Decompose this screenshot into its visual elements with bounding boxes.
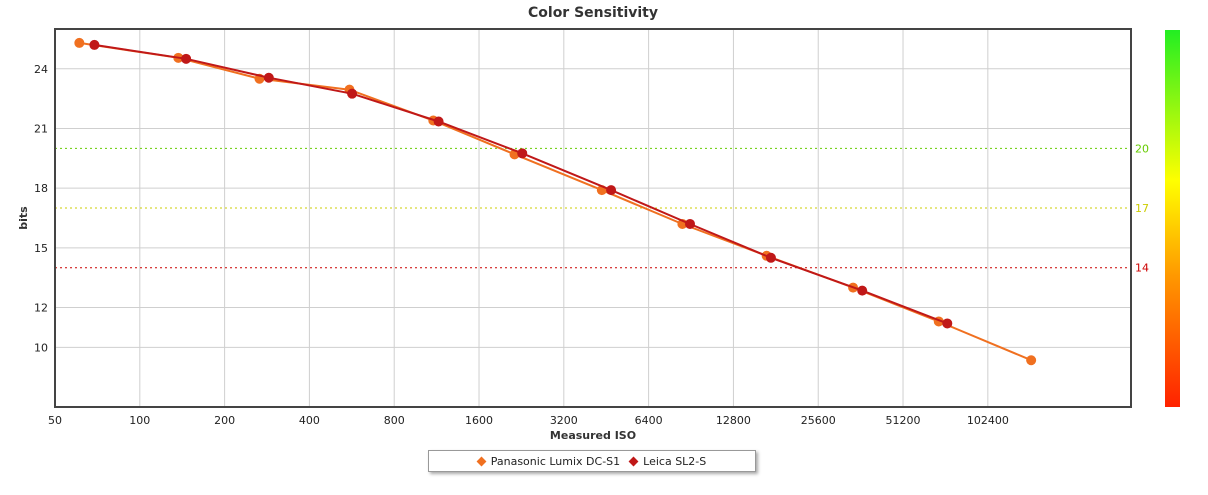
y-tick-label: 12 <box>34 302 48 315</box>
plot-frame <box>54 28 1132 408</box>
data-point-1 <box>606 185 617 196</box>
x-tick-label: 51200 <box>886 414 921 427</box>
legend-label-panasonic: Panasonic Lumix DC-S1 <box>490 454 621 468</box>
data-point-1 <box>89 39 100 50</box>
data-point-1 <box>942 318 953 329</box>
legend-item-panasonic[interactable]: Panasonic Lumix DC-S1 <box>476 454 621 468</box>
data-point-1 <box>517 148 528 159</box>
reference-line-label: 20 <box>1135 142 1149 155</box>
x-tick-label: 6400 <box>635 414 663 427</box>
data-point-1 <box>765 252 776 263</box>
x-tick-label: 50 <box>48 414 62 427</box>
y-tick-label: 10 <box>34 341 48 354</box>
x-tick-label: 400 <box>299 414 320 427</box>
reference-line-label: 14 <box>1135 262 1149 275</box>
data-point-1 <box>181 53 192 64</box>
x-tick-label: 12800 <box>716 414 751 427</box>
data-point-0 <box>1026 355 1037 366</box>
legend-marker-panasonic <box>476 456 487 466</box>
data-point-0 <box>74 37 85 48</box>
y-axis-title: bits <box>17 206 30 230</box>
x-axis-title: Measured ISO <box>550 429 636 442</box>
series-layer <box>74 37 1037 366</box>
x-tick-label: 3200 <box>550 414 578 427</box>
x-tick-label: 25600 <box>801 414 836 427</box>
y-tick-label: 24 <box>34 63 48 76</box>
x-tick-label: 800 <box>384 414 405 427</box>
x-tick-label: 100 <box>129 414 150 427</box>
reference-line-label: 17 <box>1135 202 1149 215</box>
data-point-1 <box>263 72 274 83</box>
reference-lines: 20 17 14 <box>55 142 1149 275</box>
color-scale-bar <box>1165 30 1180 407</box>
data-point-1 <box>347 88 358 99</box>
legend: Panasonic Lumix DC-S1 Leica SL2-S <box>428 450 756 472</box>
data-point-1 <box>433 116 444 127</box>
legend-label-leica: Leica SL2-S <box>643 454 707 468</box>
y-tick-label: 21 <box>34 122 48 135</box>
y-axis-ticks: 10 12 15 18 21 24 <box>34 63 48 355</box>
y-tick-label: 18 <box>34 182 48 195</box>
series-line-1 <box>94 43 948 325</box>
legend-item-leica[interactable]: Leica SL2-S <box>628 454 707 468</box>
grid <box>54 29 1131 407</box>
y-tick-label: 15 <box>34 242 48 255</box>
data-point-1 <box>857 285 868 296</box>
legend-marker-leica <box>628 456 639 466</box>
x-tick-label: 200 <box>214 414 235 427</box>
x-tick-label: 102400 <box>967 414 1009 427</box>
chart-title: Color Sensitivity <box>528 5 658 21</box>
data-point-1 <box>685 218 696 229</box>
x-axis-ticks: 50 100 200 400 800 1600 3200 6400 12800 25600 5120… <box>48 414 1009 427</box>
x-tick-label: 1600 <box>465 414 493 427</box>
series-line-0 <box>79 41 1032 362</box>
